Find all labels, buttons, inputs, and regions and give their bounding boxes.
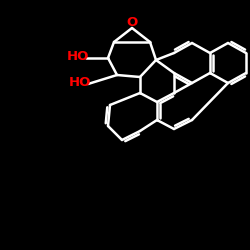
Text: O: O <box>126 16 138 28</box>
Text: HO: HO <box>67 50 89 64</box>
Text: HO: HO <box>69 76 91 90</box>
